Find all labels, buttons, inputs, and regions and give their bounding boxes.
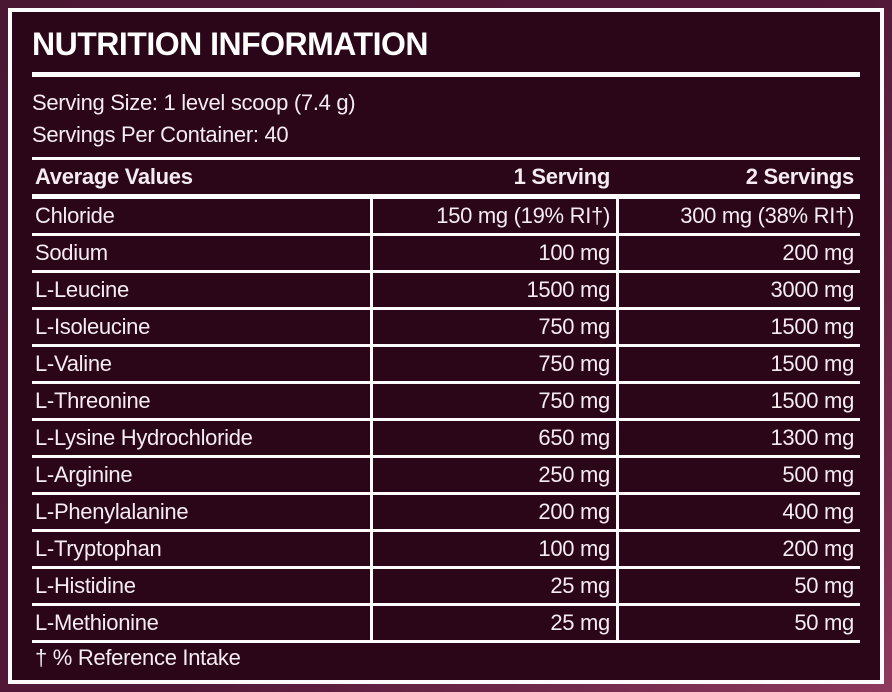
row-name: Sodium — [35, 240, 108, 265]
row-name: L-Phenylalanine — [35, 499, 189, 524]
row-serving2: 500 mg — [782, 462, 854, 487]
column-divider-1 — [370, 199, 373, 643]
row-serving1: 100 mg — [538, 536, 610, 561]
row-name: L-Isoleucine — [35, 314, 151, 339]
row-serving2: 400 mg — [782, 499, 854, 524]
row-name: L-Leucine — [35, 277, 129, 302]
row-serving2: 200 mg — [782, 240, 854, 265]
row-serving2: 300 mg (38% RI†) — [680, 203, 854, 228]
table-header-row: Average Values 1 Serving 2 Servings — [32, 160, 860, 199]
nutrition-label-panel: NUTRITION INFORMATION Serving Size: 1 le… — [8, 8, 884, 684]
serving-info: Serving Size: 1 level scoop (7.4 g) Serv… — [32, 87, 860, 151]
nutrition-table: Average Values 1 Serving 2 Servings Chlo… — [32, 157, 860, 673]
row-name: L-Tryptophan — [35, 536, 162, 561]
row-serving1: 100 mg — [538, 240, 610, 265]
table-row: Chloride 150 mg (19% RI†) 300 mg (38% RI… — [32, 199, 860, 236]
row-serving1: 25 mg — [550, 573, 610, 598]
row-serving2: 1300 mg — [770, 425, 854, 450]
row-serving2: 3000 mg — [770, 277, 854, 302]
table-row: L-Leucine 1500 mg 3000 mg — [32, 273, 860, 310]
title-divider — [32, 72, 860, 77]
servings-per-container-line: Servings Per Container: 40 — [32, 122, 289, 147]
header-2-servings: 2 Servings — [745, 164, 855, 189]
table-row: L-Valine 750 mg 1500 mg — [32, 347, 860, 384]
table-row: L-Arginine 250 mg 500 mg — [32, 458, 860, 495]
row-serving1: 250 mg — [538, 462, 610, 487]
page-title: NUTRITION INFORMATION — [32, 26, 428, 62]
row-serving1: 750 mg — [538, 314, 610, 339]
table-row: L-Histidine 25 mg 50 mg — [32, 569, 860, 606]
row-serving1: 750 mg — [538, 388, 610, 413]
row-name: L-Lysine Hydrochloride — [35, 425, 253, 450]
row-name: Chloride — [35, 203, 115, 228]
row-serving2: 1500 mg — [770, 351, 854, 376]
label-content: NUTRITION INFORMATION Serving Size: 1 le… — [12, 12, 880, 680]
header-1-serving: 1 Serving — [513, 164, 611, 189]
row-name: L-Methionine — [35, 610, 159, 635]
header-average-values: Average Values — [35, 164, 193, 189]
table-row: L-Methionine 25 mg 50 mg — [32, 606, 860, 643]
column-divider-2 — [616, 199, 619, 643]
table-row: L-Lysine Hydrochloride 650 mg 1300 mg — [32, 421, 860, 458]
row-serving1: 150 mg (19% RI†) — [436, 203, 610, 228]
row-name: L-Valine — [35, 351, 112, 376]
row-serving2: 50 mg — [794, 573, 854, 598]
row-name: L-Histidine — [35, 573, 136, 598]
footnote: † % Reference Intake — [35, 645, 241, 670]
serving-size-line: Serving Size: 1 level scoop (7.4 g) — [32, 90, 356, 115]
row-serving2: 1500 mg — [770, 314, 854, 339]
table-row: Sodium 100 mg 200 mg — [32, 236, 860, 273]
row-serving1: 200 mg — [538, 499, 610, 524]
table-rows: Chloride 150 mg (19% RI†) 300 mg (38% RI… — [32, 199, 860, 643]
row-serving1: 25 mg — [550, 610, 610, 635]
row-serving1: 650 mg — [538, 425, 610, 450]
table-row: L-Isoleucine 750 mg 1500 mg — [32, 310, 860, 347]
row-name: L-Threonine — [35, 388, 151, 413]
row-serving2: 200 mg — [782, 536, 854, 561]
row-name: L-Arginine — [35, 462, 133, 487]
row-serving1: 750 mg — [538, 351, 610, 376]
table-row: L-Threonine 750 mg 1500 mg — [32, 384, 860, 421]
row-serving1: 1500 mg — [526, 277, 610, 302]
row-serving2: 1500 mg — [770, 388, 854, 413]
table-row: L-Phenylalanine 200 mg 400 mg — [32, 495, 860, 532]
row-serving2: 50 mg — [794, 610, 854, 635]
table-row: L-Tryptophan 100 mg 200 mg — [32, 532, 860, 569]
